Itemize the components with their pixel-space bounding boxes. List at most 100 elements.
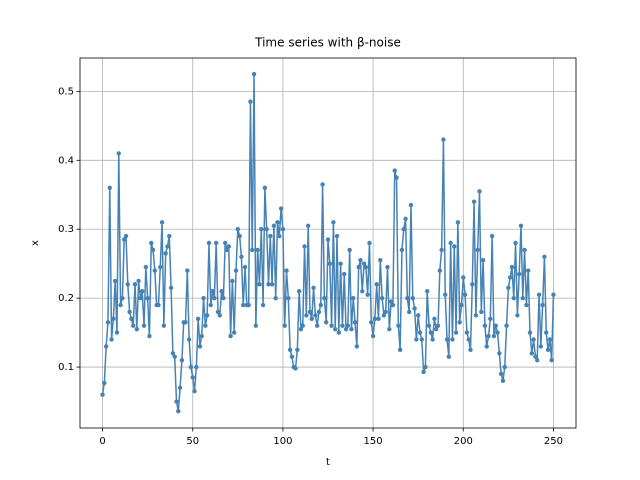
- data-point: [331, 220, 336, 225]
- data-point: [397, 347, 403, 353]
- data-point: [174, 399, 179, 404]
- data-line: [101, 73, 555, 412]
- data-point: [439, 247, 444, 253]
- data-point: [347, 247, 352, 253]
- data-point: [208, 302, 213, 308]
- data-point: [266, 282, 271, 287]
- data-point: [352, 320, 358, 325]
- data-point: [452, 244, 457, 249]
- data-point: [190, 375, 195, 380]
- data-point: [105, 320, 111, 325]
- y-tick-label: 0.3: [58, 224, 74, 235]
- data-point: [284, 268, 289, 273]
- data-point: [369, 320, 374, 325]
- data-point: [408, 202, 414, 208]
- data-point: [423, 364, 428, 370]
- data-point: [121, 237, 127, 242]
- data-point: [464, 330, 470, 335]
- data-point: [213, 240, 219, 246]
- data-point: [194, 364, 199, 370]
- data-point: [471, 199, 477, 204]
- data-point: [298, 326, 304, 332]
- data-point: [120, 295, 125, 301]
- data-point: [430, 337, 435, 342]
- data-point: [401, 227, 406, 232]
- data-point: [453, 330, 459, 335]
- data-point: [367, 240, 372, 246]
- data-point: [333, 326, 338, 332]
- data-point: [387, 326, 392, 332]
- data-point: [378, 258, 383, 263]
- data-point: [417, 330, 423, 335]
- data-point: [354, 344, 360, 349]
- data-point: [118, 302, 123, 308]
- data-point: [381, 313, 387, 318]
- data-point: [342, 271, 347, 277]
- data-point: [421, 369, 426, 375]
- data-point: [446, 354, 452, 359]
- data-point: [138, 295, 143, 301]
- data-point: [385, 264, 390, 270]
- data-point: [125, 282, 130, 287]
- data-point: [443, 292, 448, 297]
- data-point: [134, 326, 140, 332]
- data-point: [531, 337, 536, 342]
- data-point: [547, 337, 553, 342]
- data-point: [351, 295, 356, 301]
- data-point: [468, 347, 473, 353]
- data-point: [477, 189, 482, 194]
- data-point: [365, 292, 370, 297]
- data-point: [250, 247, 255, 253]
- data-point: [282, 323, 287, 328]
- y-tick-label: 0.5: [58, 86, 74, 97]
- data-point: [406, 309, 412, 315]
- data-point: [535, 357, 540, 363]
- data-point: [444, 337, 450, 342]
- data-point: [251, 71, 257, 77]
- data-point: [129, 316, 134, 322]
- x-tick-label: 100: [273, 436, 292, 447]
- data-point: [172, 354, 177, 359]
- data-point: [502, 364, 507, 370]
- data-point: [161, 323, 167, 328]
- data-point: [293, 366, 298, 371]
- data-point: [372, 316, 378, 322]
- data-point: [527, 330, 533, 335]
- data-point: [314, 323, 320, 328]
- data-point: [414, 337, 419, 342]
- data-point: [426, 323, 432, 328]
- data-point: [313, 313, 318, 318]
- data-point: [516, 271, 522, 277]
- data-point: [457, 320, 462, 325]
- data-point: [136, 278, 141, 284]
- data-point: [149, 240, 154, 246]
- data-point: [455, 220, 461, 225]
- data-point: [405, 295, 410, 301]
- y-tick-label: 0.1: [58, 362, 74, 373]
- data-point: [316, 309, 322, 315]
- data-point: [112, 278, 118, 284]
- data-point: [147, 333, 152, 339]
- data-point: [116, 151, 121, 156]
- data-point: [343, 326, 349, 332]
- data-point: [275, 220, 280, 225]
- data-point: [383, 309, 388, 315]
- data-point: [466, 337, 471, 342]
- data-point: [145, 295, 150, 301]
- data-point: [179, 357, 185, 363]
- data-point: [156, 302, 161, 308]
- data-point: [403, 216, 408, 222]
- data-point: [167, 233, 172, 239]
- data-point: [141, 323, 147, 328]
- data-point: [201, 295, 206, 301]
- data-point: [363, 264, 369, 270]
- data-point: [437, 268, 443, 273]
- data-point: [394, 175, 399, 180]
- data-point: [327, 261, 333, 266]
- data-point: [217, 313, 222, 318]
- data-point: [224, 247, 230, 253]
- data-point: [222, 240, 228, 246]
- data-point: [114, 330, 120, 335]
- data-point: [163, 251, 168, 256]
